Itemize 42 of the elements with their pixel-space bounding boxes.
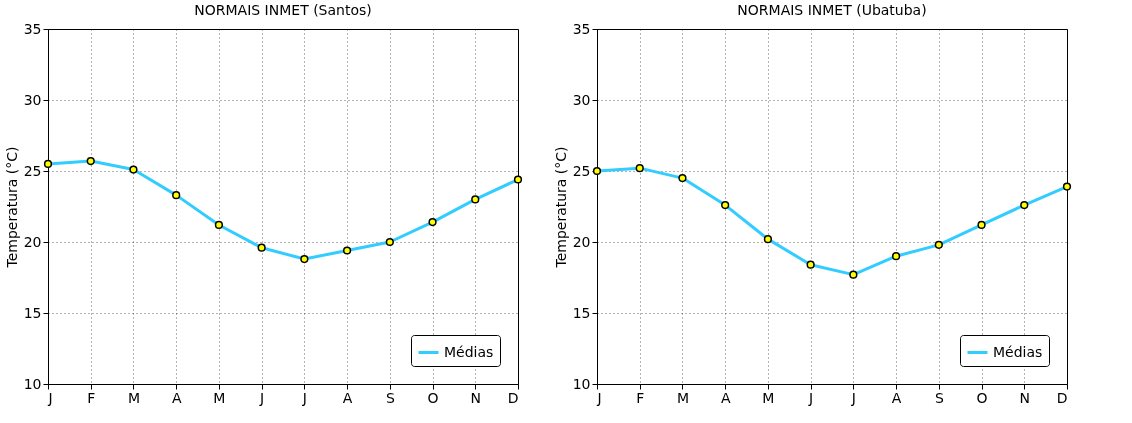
y-axis-title: Temperatura (°C): [552, 146, 569, 269]
x-tick-label: N: [470, 389, 482, 406]
x-tick-label: J: [850, 389, 856, 406]
x-tick-label: M: [676, 389, 689, 406]
y-tick-label: 30: [23, 91, 42, 108]
x-tick-label: A: [891, 389, 902, 406]
x-tick-label: N: [1019, 389, 1031, 406]
y-tick-label: 20: [572, 233, 591, 250]
x-tick-label: J: [47, 389, 53, 406]
x-tick-label: J: [301, 389, 307, 406]
x-tick-label: F: [87, 389, 96, 406]
y-tick-label: 35: [23, 20, 42, 37]
y-tick-label: 15: [23, 304, 42, 321]
y-tick-label: 10: [23, 375, 42, 392]
x-tick-label: A: [720, 389, 731, 406]
y-axis-title: Temperatura (°C): [3, 146, 20, 269]
y-tick-label: 20: [23, 233, 42, 250]
x-tick-label: J: [259, 389, 265, 406]
y-tick-label: 25: [572, 162, 591, 179]
x-tick-label: O: [427, 389, 439, 406]
y-tick-label: 25: [23, 162, 42, 179]
legend-label: Médias: [993, 343, 1043, 360]
chart-title: NORMAIS INMET (Ubatuba): [737, 2, 927, 18]
x-tick-label: M: [762, 389, 775, 406]
y-tick-label: 35: [572, 20, 591, 37]
x-tick-label: M: [213, 389, 226, 406]
y-tick-label: 30: [572, 91, 591, 108]
x-tick-label: M: [127, 389, 140, 406]
x-tick-label: D: [1056, 389, 1068, 406]
y-tick-label: 15: [572, 304, 591, 321]
x-tick-label: O: [976, 389, 988, 406]
x-tick-label: S: [385, 389, 395, 406]
x-tick-label: A: [171, 389, 182, 406]
chart-title: NORMAIS INMET (Santos): [194, 2, 372, 18]
y-tick-label: 10: [572, 375, 591, 392]
x-tick-label: S: [934, 389, 944, 406]
legend-label: Médias: [444, 343, 494, 360]
x-tick-label: J: [596, 389, 602, 406]
x-tick-label: A: [342, 389, 353, 406]
x-tick-label: J: [808, 389, 814, 406]
x-tick-label: D: [507, 389, 519, 406]
x-tick-label: F: [636, 389, 645, 406]
